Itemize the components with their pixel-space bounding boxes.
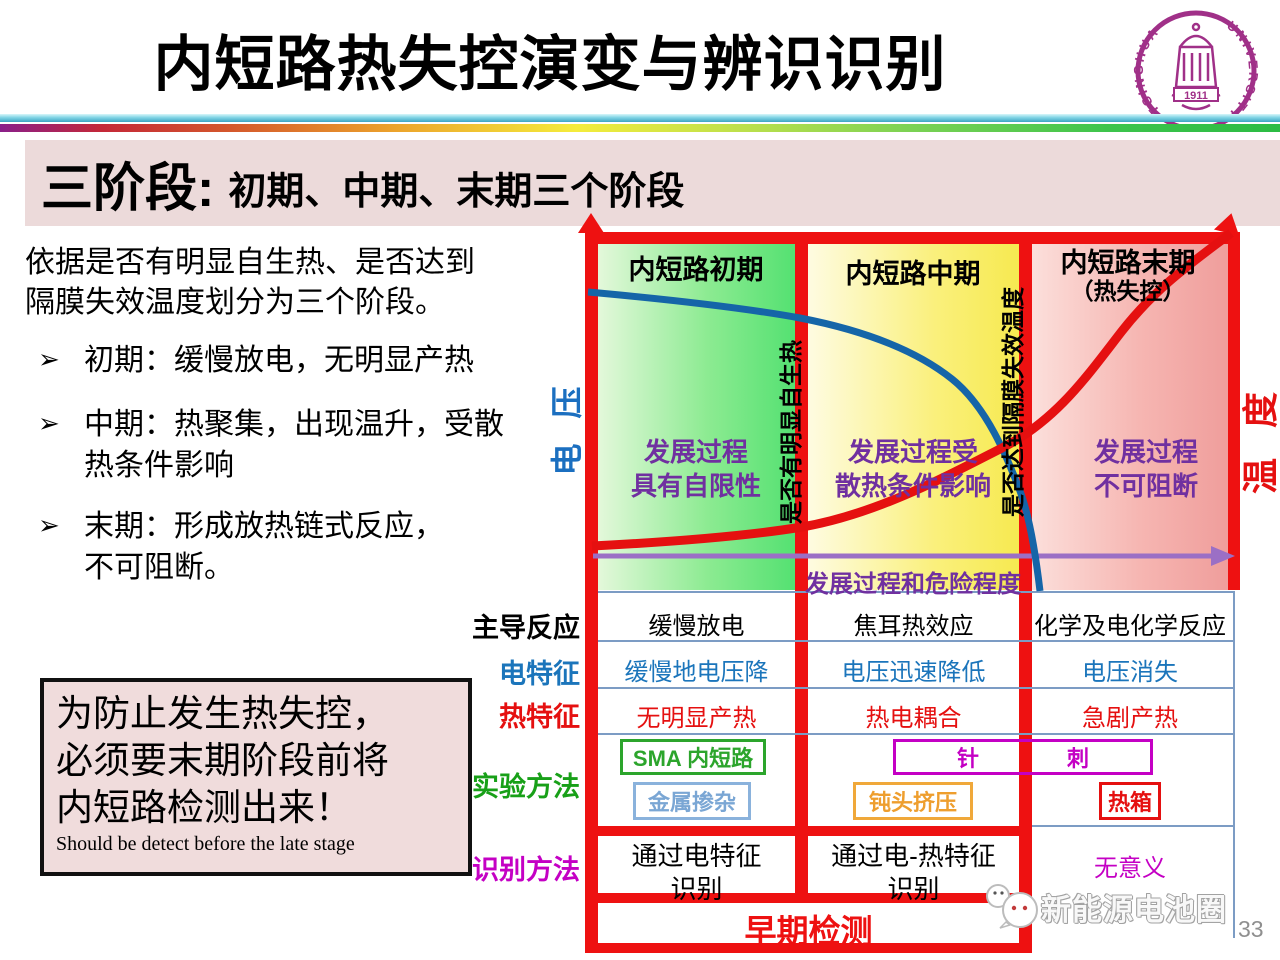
cell-identify-1: 通过电特征 识别 — [598, 840, 795, 906]
row-label-experiment-method: 实验方法 — [472, 772, 580, 802]
stage3-body-2: 不可阻断 — [1093, 471, 1198, 501]
bullet-marker: ➢ — [38, 408, 60, 438]
table-line — [598, 733, 1234, 735]
tsinghua-university-logo: TSINGHUA UNIVERSITY 1911 — [1132, 10, 1259, 132]
bullet-text: 初期：缓慢放电，无明显产热 — [84, 344, 474, 377]
stage3-title: 内短路末期 — [1060, 248, 1196, 278]
bullet-text-2: 不可阻断。 — [84, 551, 234, 584]
intro-line-1: 依据是否有明显自生热、是否达到 — [25, 246, 475, 279]
boundary-criterion-1: 是否有明显自生热 — [778, 340, 804, 524]
watermark-mascot-icon — [986, 884, 1038, 929]
bullet-initial-stage: ➢ 初期：缓慢放电，无明显产热 — [38, 340, 583, 381]
note-subtitle-english: Should be detect before the late stage — [56, 833, 355, 855]
page-number: 33 — [1238, 916, 1264, 942]
row-label-dominant-reaction: 主导反应 — [472, 613, 580, 643]
stage1-body-2: 具有自限性 — [630, 471, 761, 501]
stage2-title: 内短路中期 — [845, 259, 981, 289]
row-label-thermal-feature: 热特征 — [499, 702, 580, 732]
method-box-nail-penetration: 针 刺 — [893, 739, 1153, 775]
cell-thermal-1: 无明显产热 — [636, 705, 757, 732]
stage3-body-1: 发展过程 — [1093, 437, 1198, 467]
intro-paragraph: 依据是否有明显自生热、是否达到 隔膜失效温度划分为三个阶段。 — [25, 243, 570, 323]
cell-identify-3-meaningless: 无意义 — [1094, 855, 1166, 882]
intro-line-2: 隔膜失效温度划分为三个阶段。 — [25, 286, 445, 319]
section-banner: 三阶段: 初期、中期、末期三个阶段 — [25, 140, 1280, 226]
grid-right-axis-bar — [1228, 232, 1240, 590]
progression-arrow-label: 发展过程和危险程度 — [805, 571, 1021, 598]
note-line-1: 为防止发生热失控， — [56, 693, 389, 734]
page-title: 内短路热失控演变与辨识识别 — [153, 31, 947, 98]
method-box-hot-oven: 热箱 — [1099, 782, 1161, 820]
table-right-border — [1233, 591, 1235, 938]
table-line — [598, 591, 1234, 593]
voltage-axis-arrowhead — [578, 213, 604, 233]
cell-electrical-1: 缓慢地电压降 — [624, 659, 769, 686]
grid-top-bar — [585, 232, 1240, 244]
table-line — [598, 687, 1234, 689]
method-box-sma-short: SMA 内短路 — [620, 739, 766, 775]
voltage-temperature-curves — [587, 229, 1235, 592]
voltage-axis-label: 电 压 — [549, 378, 585, 476]
bullet-text: 中期：热聚集，出现温升，受散 — [84, 408, 504, 441]
watermark-text: 新能源电池圈 — [1041, 894, 1227, 927]
voltage-curve — [587, 288, 1044, 592]
stage1-title: 内短路初期 — [628, 255, 764, 285]
cell-thermal-3: 急剧产热 — [1082, 705, 1178, 732]
row-label-identify-method: 识别方法 — [472, 855, 580, 885]
note-line-2: 必须要末期阶段前将 — [56, 740, 389, 781]
banner-prefix: 三阶段: — [41, 159, 215, 218]
identify-1-line1: 通过电特征 — [631, 841, 762, 871]
cell-identify-2: 通过电-热特征 识别 — [808, 840, 1019, 906]
rainbow-divider-bar — [0, 124, 1280, 132]
cell-dominant-1: 缓慢放电 — [648, 613, 745, 640]
temperature-curve — [591, 229, 1234, 551]
stage3-subtitle: （热失控） — [1070, 278, 1186, 304]
stage2-body-1: 发展过程受 — [847, 437, 978, 467]
bullet-text-2: 热条件影响 — [84, 449, 234, 482]
identify-2-line1: 通过电-热特征 — [831, 841, 996, 871]
banner-suffix: 初期、中期、末期三个阶段 — [228, 170, 685, 213]
identify-1-line2: 识别 — [670, 874, 723, 904]
stage-column-late — [1024, 240, 1234, 590]
table-line — [1032, 825, 1234, 827]
grid-left-axis-bar — [585, 232, 598, 953]
bullet-marker: ➢ — [38, 344, 60, 374]
method-box-metal-doping: 金属掺杂 — [633, 782, 751, 820]
method-box-blunt-crush: 钝头挤压 — [853, 782, 973, 820]
cyan-divider-bar — [0, 114, 1280, 122]
logo-year: 1911 — [1184, 90, 1208, 102]
cell-electrical-2: 电压迅速降低 — [841, 659, 986, 686]
stage1-body-1: 发展过程 — [643, 437, 748, 467]
cell-thermal-2: 热电耦合 — [865, 705, 962, 732]
row-label-electrical-feature: 电特征 — [499, 659, 580, 689]
grid-bottom-bar — [585, 943, 1032, 953]
cell-dominant-3: 化学及电化学反应 — [1034, 613, 1226, 640]
table-line — [598, 640, 1234, 642]
grid-divider-1 — [795, 232, 808, 903]
bullet-late-stage: ➢ 末期：形成放热链式反应， 不可阻断。 — [38, 506, 583, 588]
progression-arrowhead — [1211, 546, 1235, 566]
bullet-text: 末期：形成放热链式反应， — [84, 510, 444, 543]
cell-dominant-2: 焦耳热效应 — [853, 613, 974, 640]
warning-note-box: 为防止发生热失控， 必须要末期阶段前将 内短路检测出来！ Should be d… — [40, 678, 472, 876]
bullet-middle-stage: ➢ 中期：热聚集，出现温升，受散 热条件影响 — [38, 404, 583, 486]
boundary-criterion-2: 是否达到隔膜失效温度 — [1000, 287, 1026, 517]
cell-electrical-3: 电压消失 — [1082, 659, 1178, 686]
grid-identify-top-bar — [585, 826, 1032, 836]
note-line-3: 内短路检测出来！ — [56, 787, 352, 828]
stage2-body-2: 散热条件影响 — [834, 471, 991, 501]
bullet-marker: ➢ — [38, 510, 60, 540]
early-detection-label: 早期检测 — [744, 913, 873, 949]
identify-2-line2: 识别 — [887, 874, 940, 904]
grid-identify-bottom-bar — [585, 893, 1032, 903]
